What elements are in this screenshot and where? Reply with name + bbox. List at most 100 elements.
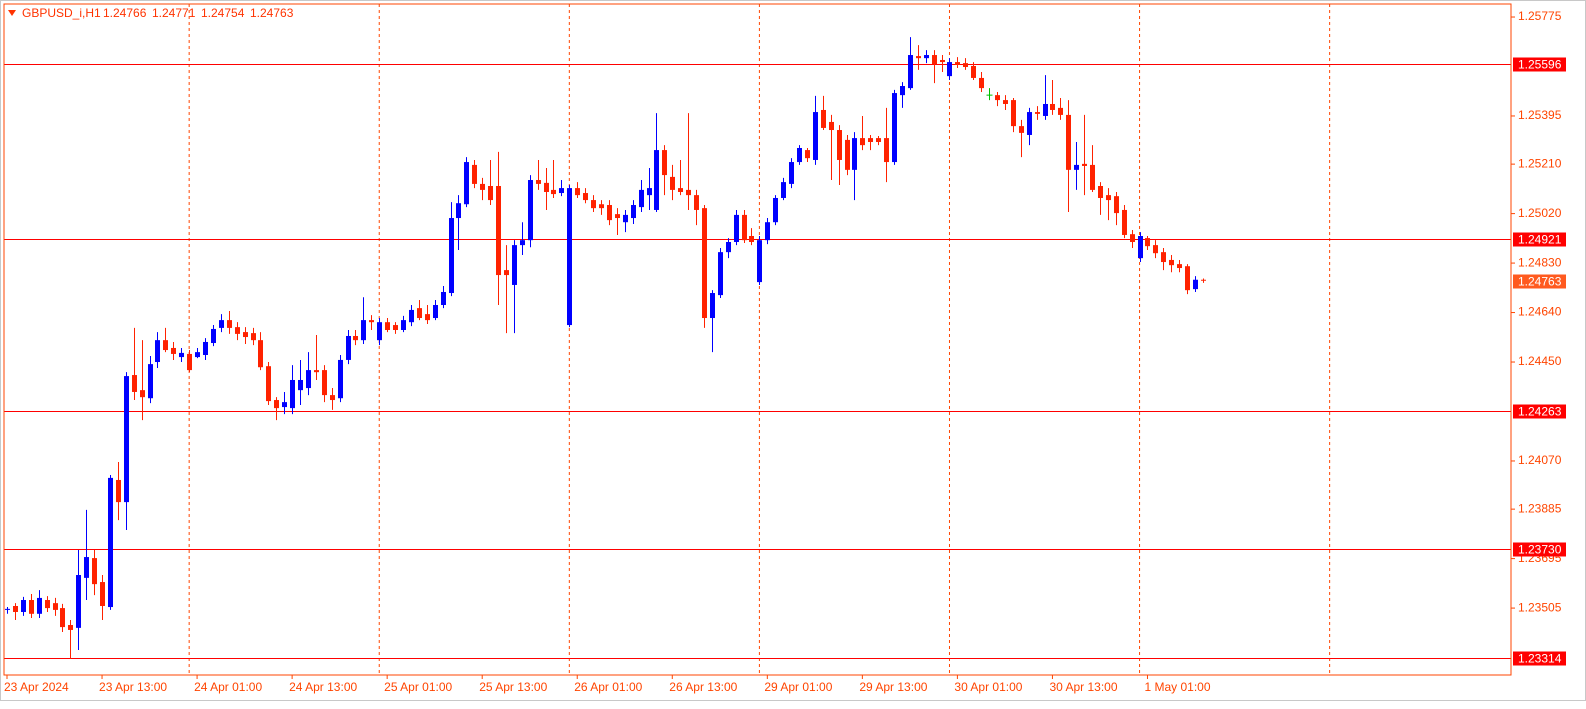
y-tick-label: 1.24070 <box>1518 453 1562 467</box>
candle-body <box>876 138 881 143</box>
y-tick-label: 1.24640 <box>1518 305 1562 319</box>
candle-body <box>441 291 446 305</box>
candle-body <box>1066 114 1071 170</box>
header-open: 1.24766 <box>103 6 147 20</box>
y-tick-label: 1.25775 <box>1518 9 1562 23</box>
candle-body <box>837 130 842 160</box>
candle-body <box>860 138 865 146</box>
candle-body <box>1027 112 1032 135</box>
candle-body <box>694 195 699 210</box>
candle-body <box>852 138 857 170</box>
candle-body <box>472 164 477 184</box>
candle-body <box>179 352 184 358</box>
x-tick-label: 25 Apr 01:00 <box>384 680 452 694</box>
candle-body <box>417 308 422 319</box>
chart-title: GBPUSD_i,H1 <box>22 6 101 20</box>
x-tick-label: 29 Apr 01:00 <box>764 680 832 694</box>
x-tick-label: 23 Apr 13:00 <box>99 680 167 694</box>
candle-body <box>924 55 929 59</box>
candle-body <box>710 293 715 319</box>
candle-body <box>203 341 208 355</box>
candle-body <box>892 93 897 163</box>
candle-body <box>1011 100 1016 127</box>
level-label-box <box>1513 232 1566 247</box>
candle-body <box>1074 164 1079 170</box>
candle-body <box>338 359 343 399</box>
candle-body <box>29 600 34 614</box>
x-tick-label: 26 Apr 01:00 <box>574 680 642 694</box>
candle-body <box>274 400 279 409</box>
candle-body <box>1043 103 1048 116</box>
collapse-icon[interactable] <box>8 10 16 16</box>
candle-body <box>742 214 747 241</box>
candle-body <box>361 320 366 341</box>
candle-body <box>583 193 588 201</box>
candle-body <box>282 402 287 408</box>
candle-body <box>995 95 1000 101</box>
candle-body <box>813 112 818 160</box>
candle-body <box>409 309 414 323</box>
current-price-label: 1.24763 <box>1518 275 1562 289</box>
candle-body <box>559 188 564 194</box>
candle-body <box>1177 264 1182 269</box>
candle-body <box>734 214 739 242</box>
candle-body <box>353 335 358 341</box>
candle-body <box>670 176 675 190</box>
candle-body <box>1050 103 1055 110</box>
candle-body <box>140 390 145 398</box>
header-low: 1.24754 <box>201 6 245 20</box>
candle-body <box>227 320 232 328</box>
candle-body <box>607 205 612 221</box>
level-label: 1.25596 <box>1518 58 1562 72</box>
candle-body <box>385 322 390 330</box>
candle-body <box>1090 164 1095 190</box>
candle-body <box>773 197 778 223</box>
header-high: 1.24771 <box>152 6 196 20</box>
candle-body <box>884 138 889 163</box>
level-label: 1.24263 <box>1518 405 1562 419</box>
candle-body <box>433 304 438 319</box>
level-label: 1.23730 <box>1518 543 1562 557</box>
candle-body <box>243 332 248 338</box>
candle-body <box>955 62 960 65</box>
candle-body <box>5 608 10 610</box>
candle-body <box>757 240 762 283</box>
candle-body <box>346 335 351 360</box>
candle-body <box>290 379 295 409</box>
y-tick-label: 1.23885 <box>1518 501 1562 515</box>
candle-body <box>726 241 731 253</box>
candle-body <box>211 328 216 344</box>
candle-body <box>195 352 200 358</box>
candle-body <box>615 214 620 219</box>
levels <box>4 64 1511 659</box>
candle-body <box>369 320 374 323</box>
candle-body <box>1003 100 1008 104</box>
candle-body <box>449 218 454 294</box>
candle-body <box>480 183 485 190</box>
y-tick-label: 1.25020 <box>1518 206 1562 220</box>
candle-body <box>908 55 913 89</box>
candle-body <box>718 252 723 296</box>
candle-body <box>1058 107 1063 115</box>
candle-body <box>678 188 683 192</box>
candle-body <box>805 150 810 159</box>
candle-body <box>845 139 850 170</box>
candle-body <box>235 327 240 334</box>
candle-body <box>496 186 501 276</box>
candle-body <box>92 558 97 585</box>
x-tick-label: 1 May 01:00 <box>1144 680 1210 694</box>
candle-body <box>567 188 572 326</box>
x-tick-label: 30 Apr 01:00 <box>954 680 1022 694</box>
level-label: 1.23314 <box>1518 652 1562 666</box>
candle-body <box>900 86 905 96</box>
candle-body <box>1153 245 1158 254</box>
candle-body <box>686 189 691 196</box>
candle-body <box>148 364 153 399</box>
candle-body <box>536 180 541 184</box>
candle-body <box>963 63 968 68</box>
level-label-box <box>1513 542 1566 557</box>
candle-body <box>829 121 834 131</box>
candle-body <box>821 109 826 128</box>
